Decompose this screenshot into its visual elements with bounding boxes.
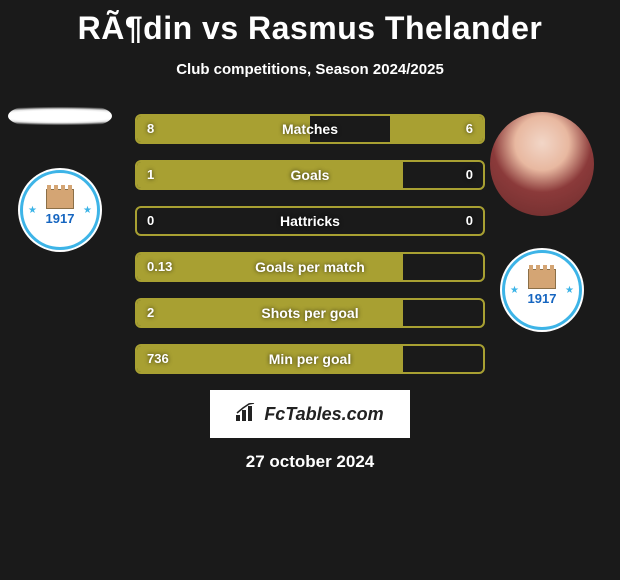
page-title: RÃ¶din vs Rasmus Thelander: [0, 0, 620, 47]
badge-year: 1917: [528, 291, 557, 306]
stat-row: Shots per goal2: [135, 298, 485, 328]
stat-row: Matches8 6: [135, 114, 485, 144]
date-text: 27 october 2024: [0, 452, 620, 472]
stat-value-right: 0: [466, 208, 473, 234]
stat-label: Min per goal: [137, 346, 483, 372]
club-badge-left: ★ ★ 1917: [18, 168, 102, 252]
stat-value-left: 2: [147, 300, 154, 326]
chart-icon: [236, 403, 258, 426]
star-icon: ★: [28, 205, 37, 216]
stat-row: Hattricks0 0: [135, 206, 485, 236]
star-icon: ★: [565, 285, 574, 296]
stat-row: Goals per match0.13: [135, 252, 485, 282]
brand-badge: FcTables.com: [210, 390, 410, 438]
brand-text: FcTables.com: [264, 404, 383, 425]
stat-row: Min per goal736: [135, 344, 485, 374]
player-right-portrait: [490, 112, 594, 216]
star-icon: ★: [510, 285, 519, 296]
star-icon: ★: [83, 205, 92, 216]
comparison-panel: ★ ★ 1917 ★ ★ 1917 Matches86Goals10Hattri…: [0, 114, 620, 472]
stat-value-left: 1: [147, 162, 154, 188]
club-badge-right: ★ ★ 1917: [500, 248, 584, 332]
stat-label: Goals per match: [137, 254, 483, 280]
subtitle: Club competitions, Season 2024/2025: [0, 61, 620, 78]
stat-value-right: 6: [466, 116, 473, 142]
stat-value-left: 0: [147, 208, 154, 234]
castle-icon: [528, 269, 556, 289]
stat-row: Goals1 0: [135, 160, 485, 190]
stat-label: Hattricks: [137, 208, 483, 234]
stat-value-left: 0.13: [147, 254, 172, 280]
stat-label: Shots per goal: [137, 300, 483, 326]
stat-value-right: 0: [466, 162, 473, 188]
badge-year: 1917: [46, 211, 75, 226]
castle-icon: [46, 189, 74, 209]
stat-value-left: 736: [147, 346, 169, 372]
stat-label: Goals: [137, 162, 483, 188]
stat-bars: Matches86Goals10Hattricks00Goals per mat…: [135, 114, 485, 374]
stat-value-left: 8: [147, 116, 154, 142]
stat-label: Matches: [137, 116, 483, 142]
player-left-portrait: [8, 102, 112, 130]
